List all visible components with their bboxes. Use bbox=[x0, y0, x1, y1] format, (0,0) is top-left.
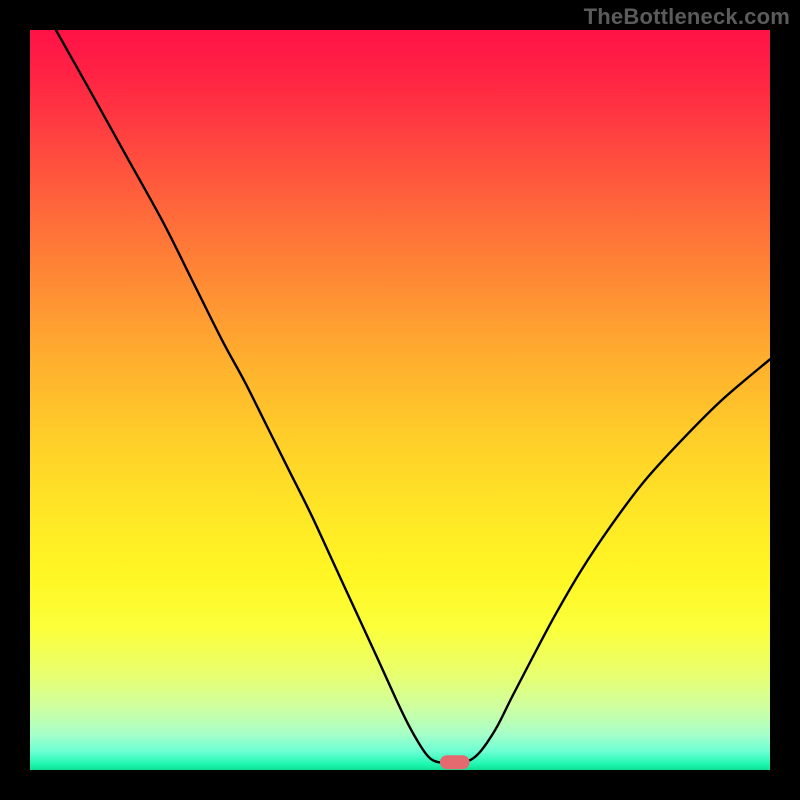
gradient-background bbox=[30, 30, 770, 770]
bottleneck-chart bbox=[0, 0, 800, 800]
optimum-marker bbox=[440, 755, 470, 769]
watermark-text: TheBottleneck.com bbox=[584, 4, 790, 30]
